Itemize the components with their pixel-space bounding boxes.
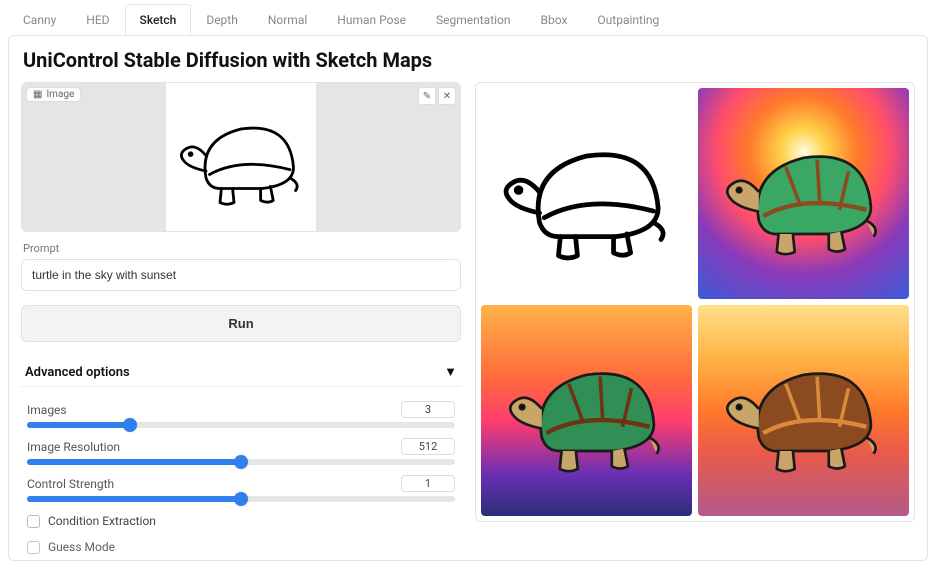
slider-value[interactable]: 3 bbox=[401, 401, 455, 418]
image-badge-label: Image bbox=[46, 89, 74, 100]
advanced-options-body: Images 3 Image Resolution 512 Control St… bbox=[21, 387, 461, 554]
right-column bbox=[475, 82, 915, 522]
slider-label: Image Resolution bbox=[27, 440, 120, 454]
run-button[interactable]: Run bbox=[21, 305, 461, 342]
prompt-label: Prompt bbox=[23, 242, 459, 255]
advanced-options-header[interactable]: Advanced options ▼ bbox=[21, 358, 461, 387]
edit-icon[interactable]: ✎ bbox=[418, 87, 436, 105]
uploaded-sketch-preview bbox=[166, 83, 316, 231]
checkbox-condition-extraction[interactable]: Condition Extraction bbox=[27, 514, 455, 528]
slider-control-strength: Control Strength 1 bbox=[27, 475, 455, 502]
slider-value[interactable]: 1 bbox=[401, 475, 455, 492]
tab-outpainting[interactable]: Outpainting bbox=[582, 4, 674, 35]
slider-track[interactable] bbox=[27, 496, 455, 502]
chevron-down-icon: ▼ bbox=[444, 364, 457, 380]
gallery-tile-3[interactable] bbox=[698, 305, 909, 516]
image-badge: ▦ Image bbox=[26, 87, 81, 102]
tabs-bar: CannyHEDSketchDepthNormalHuman PoseSegme… bbox=[0, 0, 936, 35]
tab-sketch[interactable]: Sketch bbox=[125, 4, 192, 35]
gallery-tile-2[interactable] bbox=[481, 305, 692, 516]
image-upload-box[interactable]: ▦ Image ✎ ✕ bbox=[21, 82, 461, 232]
slider-label: Images bbox=[27, 403, 67, 417]
slider-images: Images 3 bbox=[27, 401, 455, 428]
checkbox-box[interactable] bbox=[27, 541, 40, 554]
slider-image-resolution: Image Resolution 512 bbox=[27, 438, 455, 465]
close-icon[interactable]: ✕ bbox=[438, 87, 456, 105]
main-panel: UniControl Stable Diffusion with Sketch … bbox=[8, 35, 928, 561]
tab-human-pose[interactable]: Human Pose bbox=[322, 4, 421, 35]
tab-hed[interactable]: HED bbox=[71, 4, 124, 35]
tab-normal[interactable]: Normal bbox=[253, 4, 322, 35]
prompt-input[interactable] bbox=[21, 259, 461, 291]
turtle-icon bbox=[714, 321, 893, 500]
checkbox-label: Condition Extraction bbox=[48, 514, 156, 528]
turtle-sketch-icon bbox=[171, 97, 311, 217]
checkbox-guess-mode[interactable]: Guess Mode bbox=[27, 540, 455, 554]
output-gallery bbox=[475, 82, 915, 522]
tab-bbox[interactable]: Bbox bbox=[526, 4, 583, 35]
tab-depth[interactable]: Depth bbox=[191, 4, 253, 35]
advanced-options-title: Advanced options bbox=[25, 365, 130, 380]
slider-track[interactable] bbox=[27, 422, 455, 428]
turtle-icon bbox=[497, 321, 676, 500]
image-badge-icon: ▦ bbox=[33, 89, 42, 100]
slider-label: Control Strength bbox=[27, 477, 114, 491]
slider-value[interactable]: 512 bbox=[401, 438, 455, 455]
left-column: ▦ Image ✎ ✕ bbox=[21, 82, 461, 548]
turtle-sketch-icon bbox=[492, 99, 682, 289]
tab-canny[interactable]: Canny bbox=[8, 4, 71, 35]
checkbox-label: Guess Mode bbox=[48, 540, 115, 554]
slider-track[interactable] bbox=[27, 459, 455, 465]
page-title: UniControl Stable Diffusion with Sketch … bbox=[23, 48, 915, 72]
checkbox-box[interactable] bbox=[27, 515, 40, 528]
gallery-tile-1[interactable] bbox=[698, 88, 909, 299]
tab-segmentation[interactable]: Segmentation bbox=[421, 4, 526, 35]
gallery-tile-0[interactable] bbox=[481, 88, 692, 299]
turtle-icon bbox=[714, 104, 893, 283]
